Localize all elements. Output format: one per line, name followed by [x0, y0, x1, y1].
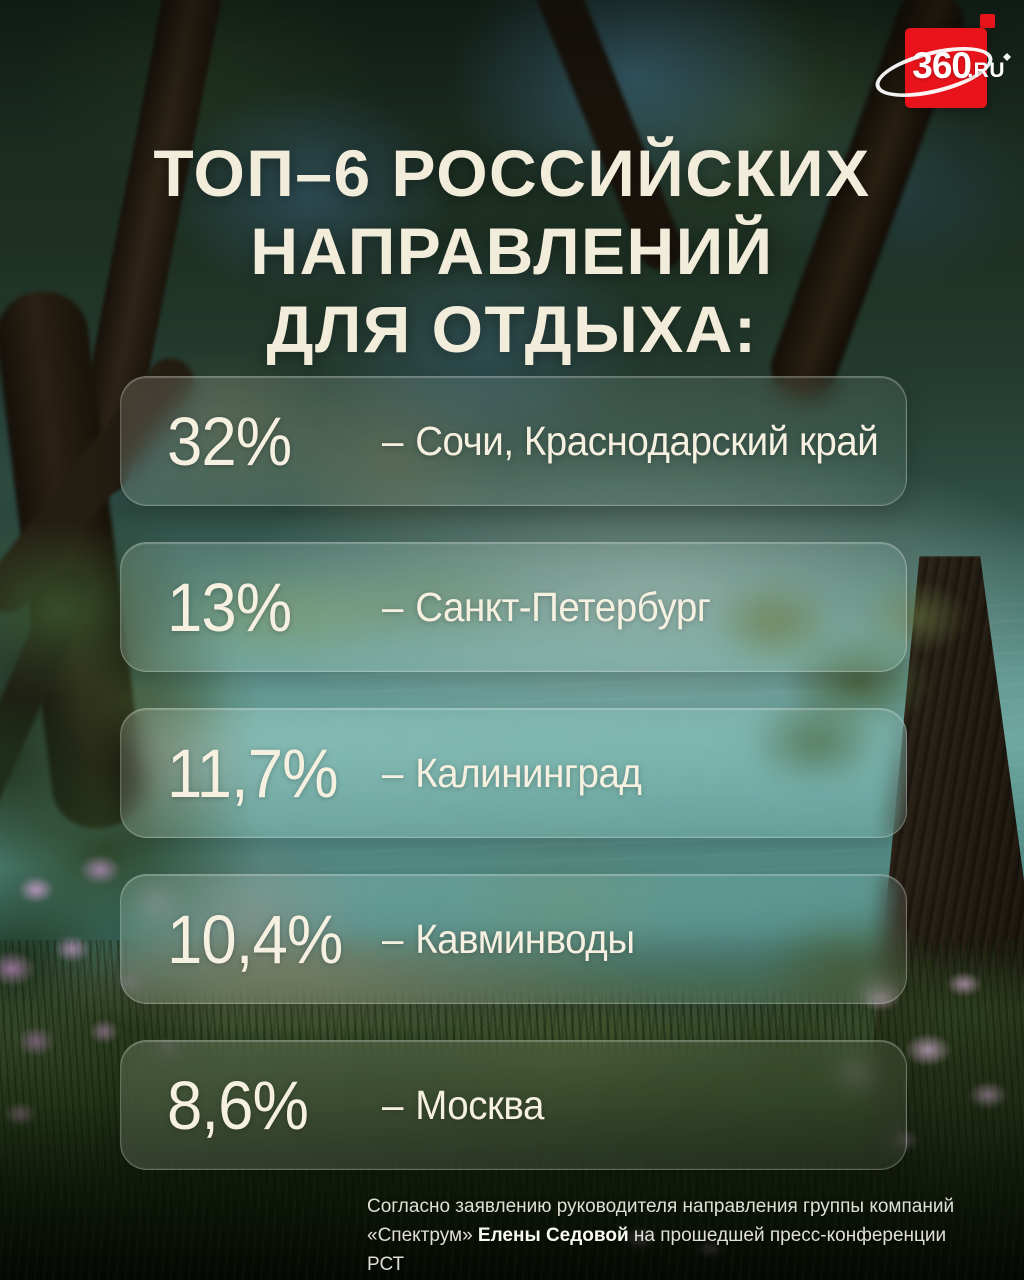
logo-360-text: 360	[912, 45, 972, 86]
stat-card-kaliningrad: 11,7% – Калининград	[120, 708, 907, 838]
stat-label: – Кавминводы	[382, 915, 635, 962]
source-author: Елены Седовой	[477, 1225, 629, 1246]
dash: –	[382, 915, 403, 962]
logo-red-square	[905, 28, 987, 108]
stat-label: – Москва	[382, 1081, 544, 1128]
stat-value: 10,4%	[167, 900, 343, 978]
logo-sparkle-icon	[1003, 53, 1011, 61]
stat-label: – Санкт-Петербург	[382, 583, 711, 630]
stat-value: 13%	[167, 568, 292, 646]
source-note-line1: Согласно заявлению руководителя направле…	[367, 1196, 955, 1217]
stat-value: 11,7%	[167, 734, 339, 812]
page-title: ТОП–6 РОССИЙСКИХ НАПРАВЛЕНИЙ ДЛЯ ОТДЫХА:	[153, 136, 871, 366]
dash: –	[382, 749, 403, 796]
stat-label: – Калининград	[382, 749, 642, 796]
logo-ru-text: .RU	[967, 59, 1005, 82]
source-note: Согласно заявлению руководителя направле…	[367, 1192, 987, 1279]
stat-label: – Сочи, Краснодарский край	[382, 417, 879, 464]
source-note-line2: «Спектрум» Елены Седовой на прошедшей пр…	[367, 1225, 947, 1275]
dash: –	[382, 583, 403, 630]
stat-card-sochi: 32% – Сочи, Краснодарский край	[120, 376, 907, 506]
flowers-center	[590, 1210, 790, 1280]
logo-small-square	[980, 14, 995, 28]
stat-value: 8,6%	[167, 1066, 309, 1144]
logo-360ru: 360 .RU	[854, 0, 1024, 130]
stat-card-kavminvody: 10,4% – Кавминводы	[120, 874, 907, 1004]
stat-card-moscow: 8,6% – Москва	[120, 1040, 907, 1170]
stat-card-spb: 13% – Санкт-Петербург	[120, 542, 907, 672]
stat-value: 32%	[167, 402, 292, 480]
dash: –	[382, 417, 403, 464]
dash: –	[382, 1081, 403, 1128]
